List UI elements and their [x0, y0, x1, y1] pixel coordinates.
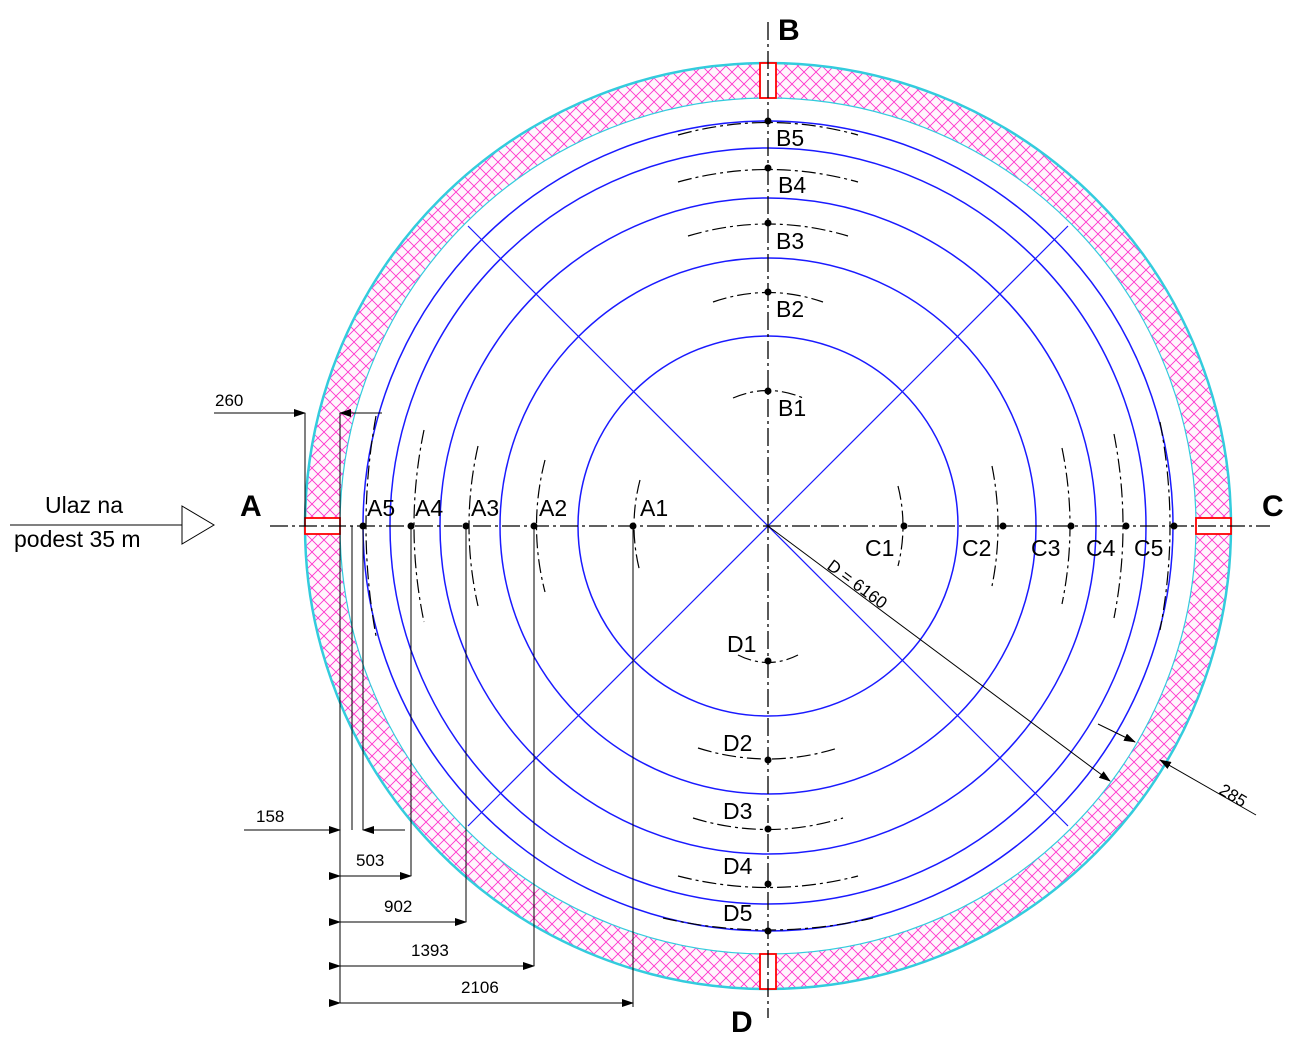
- dim-a3: 902: [329, 897, 467, 926]
- axis-label-a: A: [240, 490, 262, 523]
- dim-a2: 1393: [329, 941, 535, 970]
- point-label-b5: B5: [776, 125, 804, 151]
- point-label-a4: A4: [415, 495, 443, 521]
- dim-label-285: 285: [1216, 780, 1250, 811]
- dim-a4: 503: [329, 851, 412, 880]
- dim-label-260: 260: [215, 391, 243, 410]
- dim-extension-lines: [351, 526, 634, 1007]
- dim-wall-offset: 260: [214, 391, 382, 1003]
- point-label-d5: D5: [723, 900, 752, 926]
- axis-label-c: C: [1262, 490, 1284, 523]
- entry-arrow-icon: [181, 505, 215, 545]
- dim-label-503: 503: [356, 851, 384, 870]
- point-label-a3: A3: [471, 495, 499, 521]
- point-label-c4: C4: [1086, 535, 1116, 561]
- point-label-a5: A5: [367, 495, 395, 521]
- axis-label-d: D: [731, 1006, 753, 1037]
- dim-label-1393: 1393: [411, 941, 449, 960]
- dim-a5: 158: [244, 807, 405, 834]
- point-label-b2: B2: [776, 296, 804, 322]
- point-label-c1: C1: [865, 535, 894, 561]
- point-label-c5: C5: [1134, 535, 1163, 561]
- dim-diameter: D = 6160: [767, 525, 1111, 782]
- dim-label-158: 158: [256, 807, 284, 826]
- point-label-a2: A2: [539, 495, 567, 521]
- axis-label-b: B: [778, 14, 800, 47]
- dim-label-2106: 2106: [461, 978, 499, 997]
- entry-line-1: Ulaz na: [45, 492, 123, 518]
- entry-note: Ulaz na podest 35 m: [10, 492, 215, 552]
- point-label-b3: B3: [776, 228, 804, 254]
- point-label-c3: C3: [1031, 535, 1060, 561]
- point-label-d2: D2: [723, 730, 752, 756]
- entry-line-2: podest 35 m: [14, 526, 141, 552]
- dim-label-902: 902: [384, 897, 412, 916]
- dim-label-diameter: D = 6160: [824, 556, 891, 613]
- point-label-d1: D1: [727, 631, 756, 657]
- point-label-d4: D4: [723, 853, 753, 879]
- dim-a1: 2106: [329, 978, 634, 1007]
- point-label-a1: A1: [640, 495, 668, 521]
- point-label-b4: B4: [778, 172, 806, 198]
- point-label-d3: D3: [723, 798, 752, 824]
- point-label-b1: B1: [778, 395, 806, 421]
- point-label-c2: C2: [962, 535, 991, 561]
